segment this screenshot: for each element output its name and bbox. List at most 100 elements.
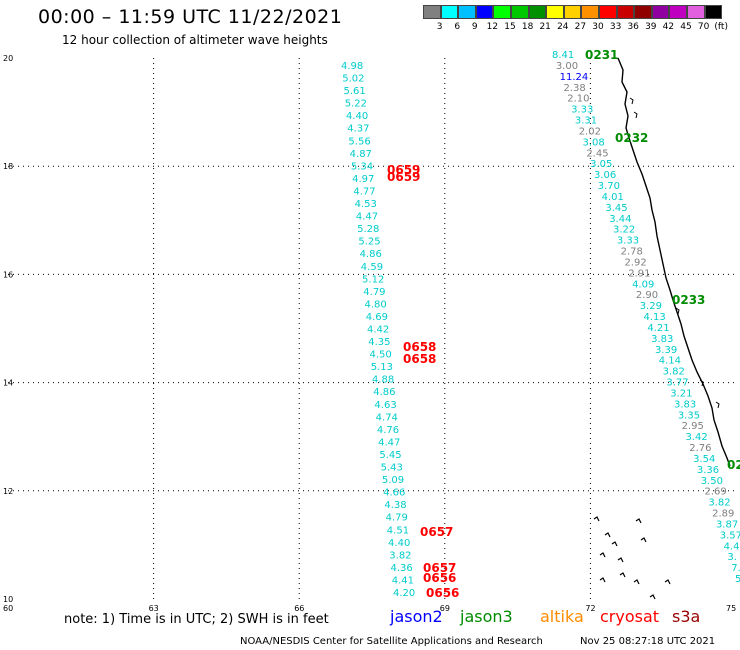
island [619,572,626,578]
wave-height-value: 5.28 [357,224,379,235]
wave-height-value: 2.45 [586,148,608,159]
wave-height-value: 11.24 [560,72,589,83]
coast-detail [633,111,638,119]
wave-height-value: 2.91 [628,268,650,279]
footer-note: note: 1) Time is in UTC; 2) SWH is in fe… [64,612,329,627]
island [640,537,647,543]
wave-height-value: 7. [731,563,740,574]
legend-label: 3 [436,22,443,32]
wave-height-value: 2.78 [621,247,643,258]
wave-height-value: 3.82 [389,550,411,561]
wave-height-value: 3.44 [609,214,631,225]
wave-height-value: 4.09 [632,279,654,290]
wave-height-value: 3.36 [697,465,719,476]
wave-height-value: 3.06 [594,170,616,181]
legend-swatch [423,5,441,19]
lat-label: 10 [3,595,13,604]
legend-swatch [598,5,617,19]
satellite-s3a: s3a [672,607,701,626]
wave-height-value: 5.43 [381,463,403,474]
wave-height-value: 4.21 [647,323,669,334]
wave-height-value: 4.20 [393,588,415,599]
wave-height-value: 4.13 [644,312,666,323]
legend-swatch [458,5,476,19]
wave-height-value: 4.50 [369,350,391,361]
lat-lon-grid [8,58,736,599]
coastline-mainland [617,57,731,467]
island [635,518,642,524]
wave-height-value: 4.53 [355,199,377,210]
wave-height-value: 8.41 [552,50,574,61]
pass-time-label: 0232 [615,131,648,145]
wave-height-value: 5.45 [379,450,401,461]
wave-height-value: 4.86 [360,249,382,260]
wave-height-value: 5.34 [351,161,373,172]
legend-label: 33 [609,22,622,32]
legend-label: 45 [680,22,692,32]
wave-height-value: 3.29 [640,301,662,312]
wave-height-value: 4.97 [352,174,374,185]
wave-height-value: 5.56 [348,136,370,147]
wave-height-value: 3.31 [575,116,597,127]
page-title: 00:00 – 11:59 UTC 11/22/2021 [38,6,343,28]
pass-time-label: 0657 [423,561,456,575]
wave-height-value: 3.33 [617,236,639,247]
legend-label: 36 [627,22,639,32]
wave-height-value: 3. [727,552,737,563]
wave-height-value: 2.10 [567,94,589,105]
wave-height-value: 5.22 [345,99,367,110]
wave-height-value: 3.00 [556,61,578,72]
page-subtitle: 12 hour collection of altimeter wave hei… [62,33,328,47]
wave-height-value: 5.25 [358,237,380,248]
satellite-altika: altika [540,607,584,626]
pass-time-label: 0658 [403,340,436,354]
lat-label: 16 [3,270,13,279]
wave-height-value: 3.83 [651,334,673,345]
wave-height-value: 3.54 [693,454,715,465]
wave-height-value: 3.50 [701,476,723,487]
legend-label: 39 [645,22,657,32]
pass-time-label: 0659 [387,163,420,177]
legend-label: 18 [521,22,534,32]
wave-height-value: 5.09 [382,475,404,486]
island [599,552,606,558]
wave-height-value: 5.02 [342,74,364,85]
wave-height-value: 3.42 [685,432,707,443]
wave-height-value: 4.79 [386,513,408,524]
coastline [593,57,731,600]
coast-detail [675,307,680,315]
legend-swatch [528,5,547,19]
wave-height-value: 4.74 [376,412,398,423]
wave-height-value: 4.86 [373,387,395,398]
legend-label: 21 [539,22,551,32]
wave-height-value: 4.66 [383,488,405,499]
legend-swatch [581,5,599,19]
wave-height-value: 4.01 [602,192,624,203]
wave-height-value: 2.76 [689,443,711,454]
wave-height-value: 3.82 [663,367,685,378]
wave-height-value: 4.76 [377,425,399,436]
island [593,516,600,522]
legend-label: 42 [662,22,675,32]
wave-height-value: 4.47 [356,212,378,223]
legend-label: (ft) [714,22,728,32]
pass-time-label: 0659 [387,170,420,184]
satellite-jason2: jason2 [390,607,443,626]
legend-swatch [475,5,494,19]
wave-height-value: 4.88 [372,375,394,386]
wave-height-value: 4.47 [378,437,400,448]
pass-time-label: 0656 [423,571,456,585]
wave-height-value: 4.98 [341,61,363,72]
lat-label: 20 [3,54,13,63]
island [611,541,618,547]
legend-swatch [616,5,635,19]
wave-height-value: 5 [735,574,740,585]
coast-detail [715,401,720,409]
legend-swatch [440,5,459,19]
wave-height-value: 4.41 [392,575,414,586]
legend-swatch [651,5,670,19]
wave-height-value: 4.51 [387,525,409,536]
legend-swatch [704,5,723,19]
legend-label: 24 [557,22,569,32]
